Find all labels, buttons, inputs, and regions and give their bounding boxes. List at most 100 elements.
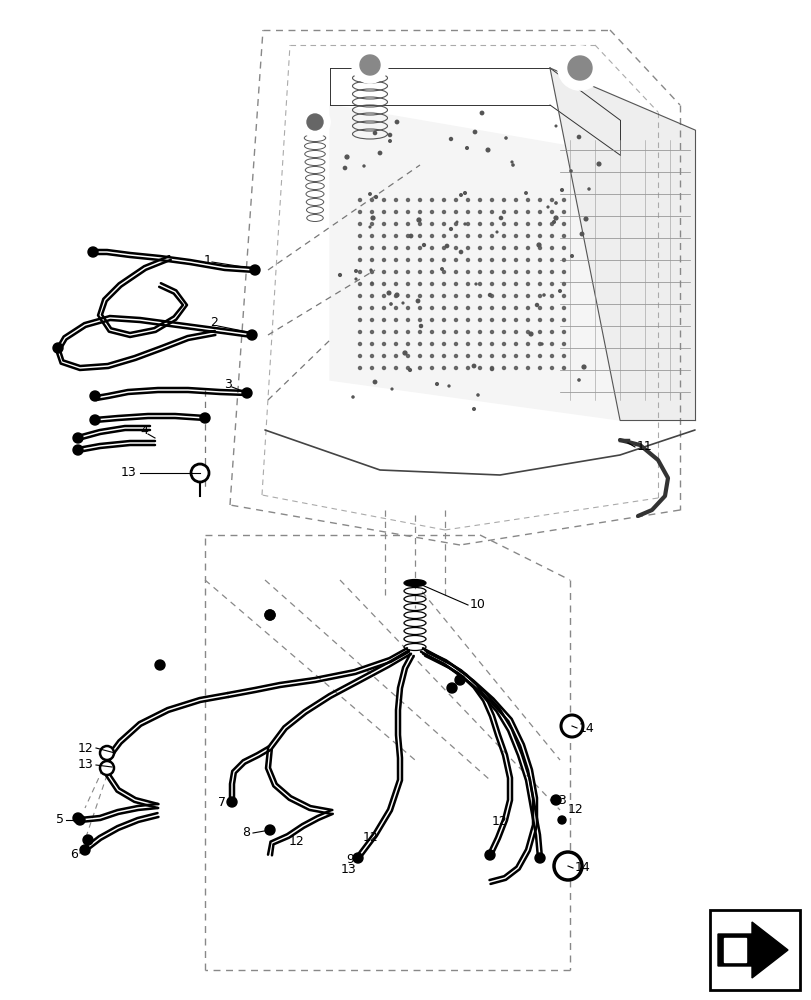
- Circle shape: [538, 199, 541, 202]
- Circle shape: [354, 278, 357, 280]
- Circle shape: [382, 199, 385, 202]
- Circle shape: [417, 218, 420, 222]
- Circle shape: [419, 324, 422, 328]
- Polygon shape: [723, 938, 745, 962]
- Circle shape: [551, 795, 560, 805]
- Circle shape: [448, 385, 449, 387]
- Text: 8: 8: [242, 826, 250, 839]
- Circle shape: [442, 211, 445, 214]
- Circle shape: [406, 318, 409, 322]
- Circle shape: [543, 294, 544, 296]
- Circle shape: [555, 125, 556, 127]
- Circle shape: [490, 223, 493, 226]
- Circle shape: [442, 318, 445, 322]
- Circle shape: [478, 223, 481, 226]
- Circle shape: [406, 355, 409, 358]
- Circle shape: [394, 258, 397, 261]
- Circle shape: [554, 202, 556, 204]
- Circle shape: [490, 270, 493, 273]
- Circle shape: [442, 234, 445, 237]
- Circle shape: [370, 306, 373, 310]
- Text: 9: 9: [345, 853, 354, 866]
- Circle shape: [391, 388, 393, 390]
- Circle shape: [466, 330, 469, 334]
- Circle shape: [514, 355, 517, 358]
- Circle shape: [351, 47, 388, 83]
- Circle shape: [502, 342, 505, 346]
- Circle shape: [502, 318, 505, 322]
- Circle shape: [454, 223, 457, 226]
- Text: 12: 12: [568, 803, 583, 816]
- Circle shape: [562, 258, 564, 261]
- Circle shape: [562, 294, 564, 298]
- Circle shape: [454, 355, 457, 358]
- Circle shape: [354, 270, 357, 272]
- Circle shape: [378, 151, 381, 155]
- Circle shape: [484, 850, 495, 860]
- Circle shape: [526, 306, 529, 310]
- Circle shape: [406, 211, 409, 214]
- Circle shape: [550, 258, 553, 261]
- Circle shape: [454, 366, 457, 369]
- Circle shape: [550, 282, 553, 286]
- Circle shape: [538, 366, 541, 369]
- Circle shape: [502, 282, 505, 286]
- Circle shape: [454, 294, 457, 298]
- Circle shape: [155, 660, 165, 670]
- Circle shape: [373, 131, 376, 135]
- Circle shape: [526, 234, 529, 237]
- Circle shape: [406, 223, 409, 226]
- Circle shape: [418, 318, 421, 322]
- Circle shape: [388, 133, 391, 137]
- Circle shape: [488, 294, 491, 296]
- Circle shape: [568, 56, 591, 80]
- Circle shape: [557, 46, 601, 90]
- Circle shape: [534, 853, 544, 863]
- Circle shape: [442, 294, 445, 298]
- Circle shape: [526, 366, 529, 369]
- Circle shape: [504, 137, 506, 139]
- Circle shape: [442, 342, 445, 346]
- Circle shape: [454, 270, 457, 273]
- Circle shape: [534, 303, 538, 307]
- Circle shape: [406, 306, 409, 310]
- Circle shape: [466, 223, 469, 226]
- Text: 5: 5: [56, 813, 64, 826]
- Circle shape: [442, 366, 445, 369]
- Circle shape: [90, 415, 100, 425]
- Text: 11: 11: [636, 440, 652, 454]
- Circle shape: [502, 223, 505, 226]
- Circle shape: [478, 342, 481, 346]
- Circle shape: [478, 211, 481, 214]
- Circle shape: [394, 306, 397, 310]
- Circle shape: [562, 246, 564, 249]
- Circle shape: [90, 391, 100, 401]
- Circle shape: [370, 246, 373, 249]
- Circle shape: [583, 217, 587, 221]
- Circle shape: [418, 223, 421, 226]
- Circle shape: [359, 55, 380, 75]
- Circle shape: [466, 211, 469, 214]
- Circle shape: [406, 258, 409, 261]
- Circle shape: [430, 234, 433, 237]
- Circle shape: [466, 282, 469, 286]
- Circle shape: [502, 330, 505, 334]
- Circle shape: [466, 258, 469, 261]
- Circle shape: [382, 246, 385, 249]
- Circle shape: [371, 216, 375, 220]
- Circle shape: [358, 282, 361, 286]
- Circle shape: [553, 852, 581, 880]
- Circle shape: [514, 223, 517, 226]
- Circle shape: [562, 330, 564, 334]
- Circle shape: [499, 216, 502, 220]
- Circle shape: [538, 330, 541, 334]
- Circle shape: [454, 306, 457, 310]
- Circle shape: [526, 342, 529, 346]
- Circle shape: [550, 318, 553, 322]
- Circle shape: [562, 282, 564, 286]
- Circle shape: [382, 342, 385, 346]
- Circle shape: [370, 269, 371, 271]
- Circle shape: [73, 445, 83, 455]
- Circle shape: [430, 318, 433, 322]
- Circle shape: [406, 294, 409, 298]
